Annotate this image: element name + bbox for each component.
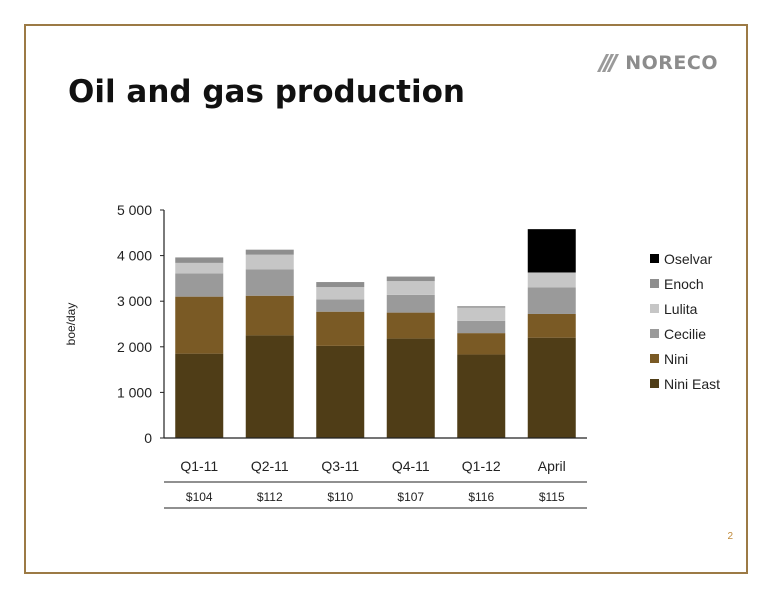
bar-cecilie (527, 287, 576, 314)
legend-swatch (650, 379, 659, 388)
bar-nini (527, 313, 576, 338)
legend-swatch (650, 354, 659, 363)
legend-swatch (650, 254, 659, 263)
logo-stripes-icon (597, 54, 620, 72)
price-label: $104 (186, 490, 213, 504)
y-axis-label: boe/day (64, 303, 78, 346)
x-tick-label: Q3-11 (321, 458, 359, 474)
legend-swatch (650, 329, 659, 338)
legend-label: Oselvar (664, 251, 713, 267)
y-tick-label: 2 000 (117, 339, 152, 355)
price-label: $116 (468, 490, 494, 504)
bar-nini-east (175, 353, 224, 438)
bar-lulita (457, 307, 506, 321)
bar-nini-east (527, 337, 576, 438)
x-tick-label: Q4-11 (392, 458, 430, 474)
bar-lulita (245, 254, 294, 270)
bar-nini-east (245, 335, 294, 438)
legend-label: Nini East (664, 376, 720, 392)
price-label: $115 (539, 490, 565, 504)
legend-label: Enoch (664, 276, 704, 292)
bar-lulita (316, 287, 365, 300)
price-label: $110 (327, 490, 353, 504)
bar-enoch (457, 306, 506, 308)
x-tick-label: April (538, 458, 566, 474)
legend-label: Lulita (664, 301, 698, 317)
logo-text: NORECO (625, 52, 718, 74)
slide: NORECO Oil and gas production 0 1 000 2 00… (24, 24, 748, 574)
bar-nini-east (386, 338, 435, 438)
production-chart: 0 1 000 2 000 3 000 4 000 5 000 boe/day Q1-11 $1… (64, 202, 720, 509)
bar-nini-east (316, 345, 365, 438)
legend-swatch (650, 304, 659, 313)
legend-label: Cecilie (664, 326, 706, 342)
bar-nini (457, 333, 506, 355)
bar-enoch (175, 257, 224, 263)
x-tick-label: Q2-11 (251, 458, 289, 474)
y-tick-label: 4 000 (117, 248, 152, 264)
bar-cecilie (316, 299, 365, 312)
y-tick-label: 5 000 (117, 202, 152, 218)
bar-oselvar (527, 229, 576, 273)
bar-nini (316, 311, 365, 346)
x-tick-label: Q1-11 (180, 458, 218, 474)
legend-swatch (650, 279, 659, 288)
page-title: Oil and gas production (68, 74, 465, 110)
y-tick-label: 1 000 (117, 384, 152, 400)
y-tick-label: 0 (144, 430, 152, 446)
bar-nini (245, 295, 294, 336)
x-tick-label: Q1-12 (462, 458, 501, 474)
legend-label: Nini (664, 351, 688, 367)
price-label: $112 (257, 490, 283, 504)
bar-enoch (245, 249, 294, 255)
bar-cecilie (386, 294, 435, 313)
price-label: $107 (397, 490, 424, 504)
bar-lulita (527, 272, 576, 288)
bar-cecilie (457, 320, 506, 334)
bar-nini (175, 296, 224, 354)
y-tick-label: 3 000 (117, 293, 152, 309)
bar-lulita (386, 281, 435, 295)
bar-cecilie (245, 269, 294, 296)
bar-lulita (175, 262, 224, 274)
bar-cecilie (175, 273, 224, 297)
bar-nini (386, 312, 435, 339)
bar-enoch (316, 282, 365, 288)
bar-enoch (386, 276, 435, 282)
noreco-logo: NORECO (597, 52, 718, 74)
page-number: 2 (727, 531, 733, 542)
bar-nini-east (457, 354, 506, 438)
